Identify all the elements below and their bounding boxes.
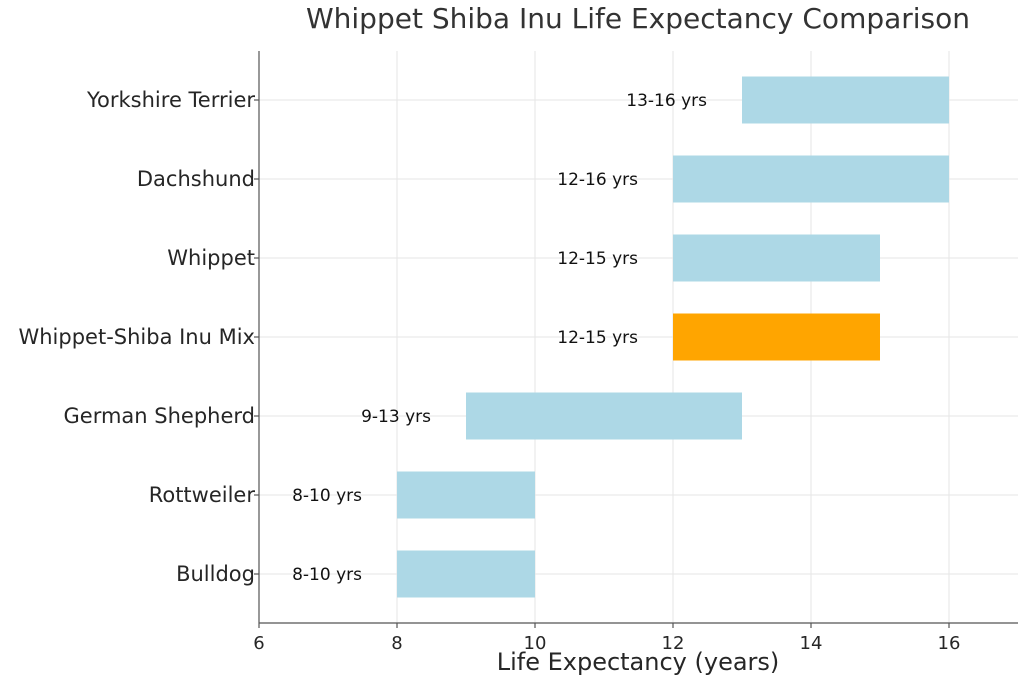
bar-data-label: 9-13 yrs xyxy=(361,407,431,427)
chart-title: Whippet Shiba Inu Life Expectancy Compar… xyxy=(306,2,970,35)
bar-data-label: 12-15 yrs xyxy=(557,249,638,269)
x-tick-label: 14 xyxy=(800,633,823,654)
bar-data-label: 8-10 yrs xyxy=(292,565,362,585)
bar xyxy=(673,234,880,282)
category-label: Whippet xyxy=(167,246,255,270)
category-label: Bulldog xyxy=(176,562,255,586)
category-label: Whippet-Shiba Inu Mix xyxy=(18,325,255,349)
x-tick-labels: 6 8 10 12 14 16 xyxy=(253,623,960,654)
x-tick-label: 8 xyxy=(391,633,402,654)
bar xyxy=(397,471,535,519)
data-labels: 8-10 yrs 8-10 yrs 9-13 yrs 12-15 yrs 12-15 y… xyxy=(292,91,707,585)
bar xyxy=(466,392,742,440)
category-labels: Bulldog Rottweiler German Shepherd Whippet-… xyxy=(18,88,259,586)
bar-data-label: 8-10 yrs xyxy=(292,486,362,506)
bar-data-label: 12-15 yrs xyxy=(557,328,638,348)
category-label: Yorkshire Terrier xyxy=(86,88,255,112)
grid xyxy=(258,51,1018,623)
bar xyxy=(673,155,949,203)
category-label: Rottweiler xyxy=(149,483,256,507)
bar-data-label: 12-16 yrs xyxy=(557,170,638,190)
x-tick-label: 12 xyxy=(662,633,685,654)
category-label: German Shepherd xyxy=(64,404,255,428)
x-tick-label: 16 xyxy=(938,633,961,654)
bar xyxy=(742,76,949,124)
x-tick-label: 10 xyxy=(524,633,547,654)
bar xyxy=(673,313,880,361)
bars xyxy=(397,76,949,598)
x-tick-label: 6 xyxy=(253,633,264,654)
bar-data-label: 13-16 yrs xyxy=(626,91,707,111)
bar xyxy=(397,550,535,598)
x-axis-label: Life Expectancy (years) xyxy=(497,648,780,676)
category-label: Dachshund xyxy=(137,167,255,191)
